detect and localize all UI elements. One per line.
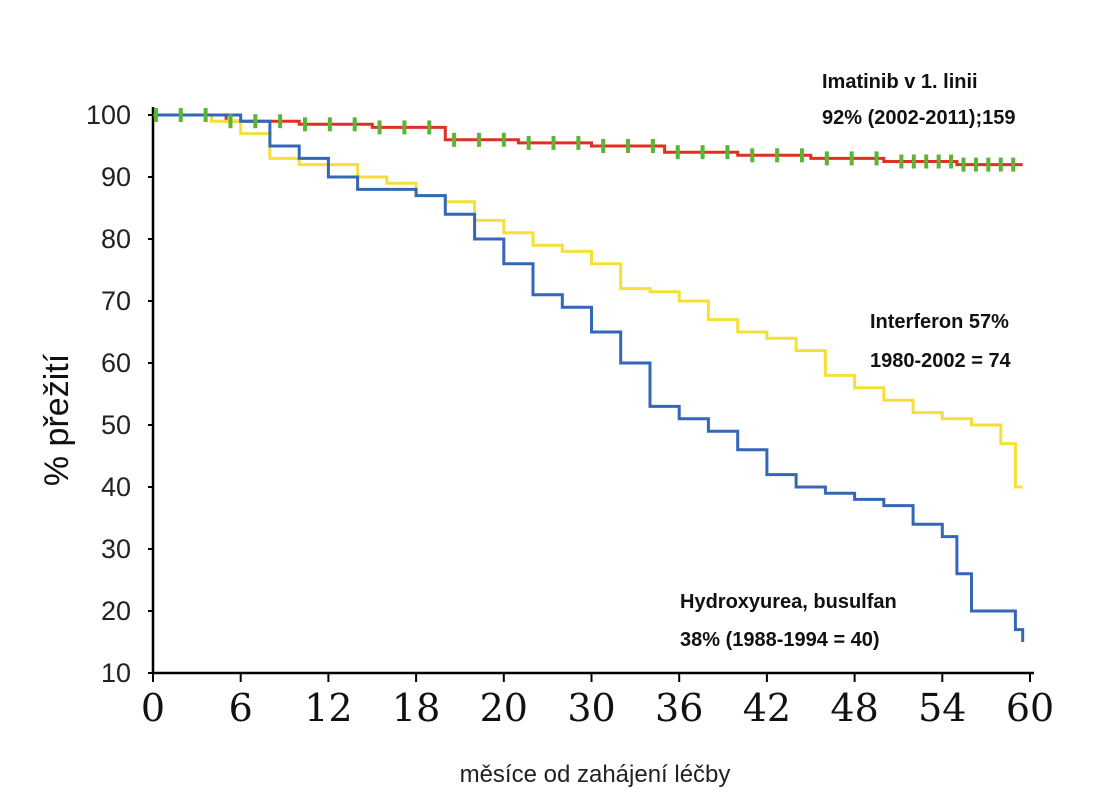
- series-line-hydroxyurea-busulfan: [153, 113, 1025, 642]
- x-tick-label: 30: [567, 686, 615, 730]
- series-layer: [153, 113, 1025, 642]
- y-tick-label: 30: [101, 534, 131, 564]
- x-tick-label: 18: [392, 686, 440, 730]
- x-tick-label: 54: [918, 686, 966, 730]
- x-tick-label: 12: [304, 686, 352, 730]
- axes: [148, 107, 1034, 682]
- hydroxyurea-label-line1: Hydroxyurea, busulfan: [680, 591, 897, 613]
- y-tick-label: 10: [101, 658, 131, 688]
- y-tick-label: 20: [101, 596, 131, 626]
- y-tick-label: 60: [101, 348, 131, 378]
- x-axis-label: měsíce od zahájení léčby: [460, 761, 731, 788]
- x-tick-label: 20: [480, 686, 528, 730]
- y-tick-labels: 10 20 30 40 50 60 70 80 90 100: [86, 100, 131, 688]
- y-tick-label: 90: [101, 162, 131, 192]
- x-tick-label: 42: [743, 686, 791, 730]
- imatinib-label-line2: 92% (2002-2011);159: [822, 107, 1015, 129]
- series-line-imatinib: [153, 113, 1023, 167]
- y-tick-label: 100: [86, 100, 131, 130]
- series-line-interferon: [153, 113, 1023, 489]
- hydroxyurea-label-line2: 38% (1988-1994 = 40): [680, 629, 880, 651]
- x-tick-label: 6: [229, 686, 253, 730]
- x-tick-label: 60: [1006, 686, 1054, 730]
- y-tick-label: 40: [101, 472, 131, 502]
- x-tick-labels: 0 6 12 18 20 30 36 42 48 54 60: [141, 686, 1054, 730]
- interferon-label-line2: 1980-2002 = 74: [870, 350, 1012, 372]
- y-axis-label: % přežití: [38, 353, 76, 486]
- censor-marks: [153, 108, 1016, 172]
- x-tick-label: 48: [830, 686, 878, 730]
- y-tick-label: 50: [101, 410, 131, 440]
- y-tick-label: 80: [101, 224, 131, 254]
- x-tick-label: 36: [655, 686, 703, 730]
- x-tick-label: 0: [141, 686, 165, 730]
- y-tick-label: 70: [101, 286, 131, 316]
- imatinib-label-line1: Imatinib v 1. linii: [822, 71, 978, 93]
- interferon-label-line1: Interferon 57%: [870, 311, 1009, 333]
